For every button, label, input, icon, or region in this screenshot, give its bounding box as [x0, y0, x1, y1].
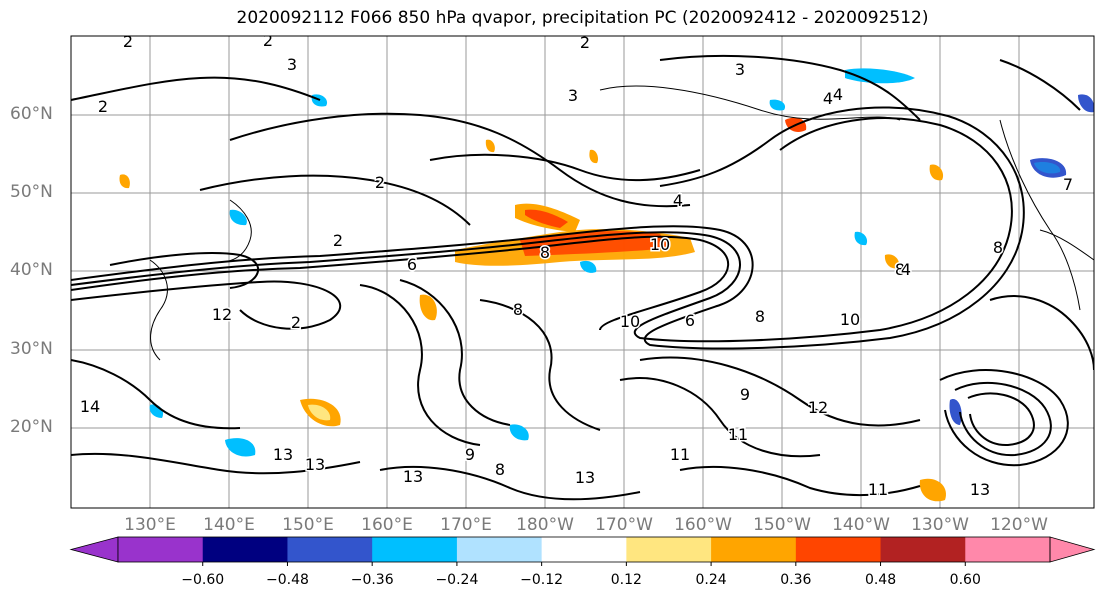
contour-label: 6: [685, 311, 695, 330]
colorbar-tick-label: 0.48: [864, 572, 897, 588]
contour-label: 9: [740, 385, 750, 404]
longitude-label: 150°E: [282, 515, 334, 535]
colorbar-segment: [456, 537, 543, 562]
contour-label: 3: [735, 60, 745, 79]
contour-label: 2: [375, 173, 385, 192]
longitude-label: 180°W: [516, 515, 574, 535]
moisture-contours: [71, 54, 1094, 501]
contour-label: 8: [495, 460, 505, 479]
colorbar-segment: [626, 537, 712, 562]
colorbar-segment: [965, 537, 1051, 562]
contour-label: 11: [670, 445, 690, 464]
longitude-label: 160°E: [361, 515, 413, 535]
colorbar-segment: [287, 537, 373, 562]
latitude-label: 50°N: [10, 182, 53, 202]
colorbar-outline: [117, 536, 1051, 563]
contour-label: 2: [263, 31, 273, 50]
longitude-label: 170°W: [595, 515, 653, 535]
longitude-label: 140°W: [832, 515, 890, 535]
contour-label: 8: [755, 307, 765, 326]
contour-label: 4: [673, 191, 683, 210]
contour-label: 4: [901, 260, 911, 279]
contour-label: 13: [970, 480, 990, 499]
longitude-label: 170°E: [440, 515, 492, 535]
contour-label: 13: [403, 467, 423, 486]
latitude-label: 20°N: [10, 417, 53, 437]
contour-label: 11: [868, 480, 888, 499]
coastlines: [149, 85, 1094, 361]
contour-label: 2: [333, 231, 343, 250]
longitude-label: 160°W: [674, 515, 732, 535]
colorbar-tick-label: 0.12: [610, 572, 642, 588]
contour-label: 8: [993, 238, 1003, 257]
colorbar-segment: [795, 537, 882, 562]
longitude-label: 130°W: [911, 515, 969, 535]
contour-label: 9: [465, 445, 475, 464]
contour-label: 4: [833, 85, 843, 104]
colorbar-tick-label: −0.48: [266, 572, 309, 588]
colorbar-segment: [541, 537, 627, 562]
contour-label: 13: [273, 445, 293, 464]
colorbar-segment: [711, 537, 797, 562]
colorbar-tick-label: −0.60: [181, 572, 225, 588]
contour-label: 8: [540, 243, 550, 262]
contour-label: 12: [808, 398, 828, 417]
contour-label: 2: [291, 313, 301, 332]
colorbar-segments: [69, 536, 1096, 563]
contour-label: 12: [212, 305, 232, 324]
contour-label: 14: [80, 397, 100, 416]
longitude-label: 120°W: [990, 515, 1048, 535]
contour-label: 13: [575, 468, 595, 487]
colorbar-tick-label: 0.60: [949, 572, 981, 588]
map-title: 2020092112 F066 850 hPa qvapor, precipit…: [236, 8, 929, 28]
contour-label: 3: [568, 86, 578, 105]
latitude-label: 30°N: [10, 339, 53, 359]
colorbar-segment: [880, 537, 966, 562]
colorbar-tick-label: −0.24: [435, 572, 479, 588]
contour-label: 2: [580, 33, 590, 52]
longitude-label: 130°E: [124, 515, 176, 535]
longitude-label: 150°W: [753, 515, 811, 535]
contour-label: 3: [287, 55, 297, 74]
contour-label: 2: [98, 97, 108, 116]
contour-label: 8: [513, 300, 523, 319]
contour-label: 10: [650, 235, 670, 254]
longitude-label: 140°E: [203, 515, 255, 535]
graticule: [71, 36, 1094, 508]
contour-label: 13: [305, 455, 325, 474]
contour-label: 8: [895, 260, 905, 279]
contour-label: 2: [123, 32, 133, 51]
latitude-label: 40°N: [10, 260, 53, 280]
contour-label: 7: [1063, 175, 1073, 194]
colorbar-extend-min: [69, 536, 119, 563]
contour-label: 6: [407, 255, 417, 274]
colorbar-segment: [372, 537, 458, 562]
colorbar-tick-label: 0.36: [780, 572, 812, 588]
contour-label: 4: [823, 89, 833, 108]
map-frame: [70, 35, 1095, 509]
contour-label: 10: [620, 312, 640, 331]
colorbar-ticks: [202, 562, 966, 566]
precipitation-shading: [119, 68, 1094, 502]
colorbar-tick-label: −0.36: [350, 572, 394, 588]
colorbar-segment: [118, 537, 204, 562]
colorbar-extend-max: [1049, 536, 1096, 563]
colorbar-tick-label: 0.24: [695, 572, 727, 588]
latitude-label: 60°N: [10, 104, 53, 124]
colorbar-segment: [202, 537, 288, 562]
contour-label: 11: [728, 425, 748, 444]
colorbar-tick-label: −0.12: [520, 572, 564, 588]
contour-label: 10: [840, 310, 860, 329]
